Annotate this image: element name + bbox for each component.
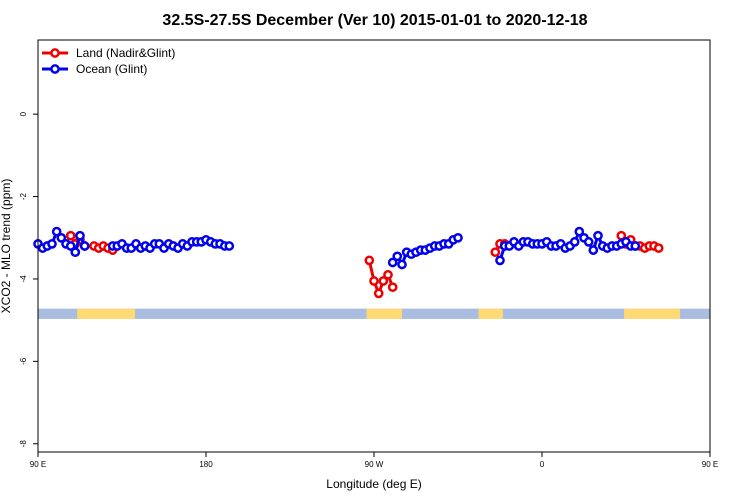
y-tick-label: -8 bbox=[19, 440, 28, 448]
data-point bbox=[75, 230, 85, 241]
data-point bbox=[56, 232, 67, 243]
data-point bbox=[369, 276, 379, 286]
data-point bbox=[397, 259, 407, 270]
legend-label-ocean: Ocean (Glint) bbox=[76, 62, 147, 76]
data-point bbox=[387, 257, 398, 268]
y-tick-label: 0 bbox=[19, 111, 28, 116]
data-point bbox=[378, 276, 389, 286]
series-ocean bbox=[33, 226, 641, 270]
data-point bbox=[65, 230, 76, 241]
x-axis-label: Longitude (deg E) bbox=[326, 477, 421, 491]
data-point bbox=[387, 282, 398, 293]
data-point bbox=[653, 243, 664, 253]
data-point bbox=[51, 226, 62, 237]
data-point bbox=[593, 230, 603, 241]
land-band bbox=[366, 308, 402, 319]
x-tick-label: 90 E bbox=[702, 460, 718, 469]
land-band bbox=[478, 308, 503, 319]
y-tick-label: -2 bbox=[19, 192, 28, 200]
x-axis: 90 E 180 90 W 0 90 E bbox=[30, 452, 718, 469]
land-band bbox=[77, 308, 136, 319]
data-point bbox=[364, 255, 375, 266]
data-point bbox=[588, 245, 599, 255]
y-tick-label: -4 bbox=[19, 275, 28, 283]
data-point bbox=[383, 269, 393, 280]
x-tick-label: 180 bbox=[199, 460, 213, 469]
data-point bbox=[495, 255, 505, 266]
data-point bbox=[574, 226, 585, 237]
legend-marker-land bbox=[50, 48, 60, 58]
data-point bbox=[224, 241, 235, 251]
data-point bbox=[373, 288, 384, 299]
x-tick-label: 90 W bbox=[365, 460, 384, 469]
x-tick-label: 90 E bbox=[30, 460, 46, 469]
data-point bbox=[392, 251, 403, 262]
data-point bbox=[79, 241, 90, 251]
data-point bbox=[453, 232, 463, 243]
legend: Land (Nadir&Glint) Ocean (Glint) bbox=[42, 46, 175, 76]
land-band bbox=[624, 308, 681, 319]
data-point bbox=[583, 237, 594, 247]
y-tick-label: -6 bbox=[19, 357, 28, 365]
land-ocean-strip bbox=[38, 308, 710, 319]
y-axis-label: XCO2 - MLO trend (ppm) bbox=[0, 179, 13, 314]
legend-marker-ocean bbox=[50, 64, 60, 74]
data-point bbox=[65, 241, 76, 251]
x-tick-label: 0 bbox=[540, 460, 545, 469]
data-point bbox=[630, 241, 641, 251]
chart-title: 32.5S-27.5S December (Ver 10) 2015-01-01… bbox=[162, 12, 587, 29]
y-axis: 0 -2 -4 -6 -8 bbox=[19, 111, 38, 447]
data-point bbox=[569, 237, 580, 247]
data-point bbox=[70, 247, 81, 258]
legend-label-land: Land (Nadir&Glint) bbox=[76, 46, 175, 60]
series-layer bbox=[33, 226, 664, 299]
data-point bbox=[490, 247, 501, 258]
data-point bbox=[47, 239, 57, 249]
